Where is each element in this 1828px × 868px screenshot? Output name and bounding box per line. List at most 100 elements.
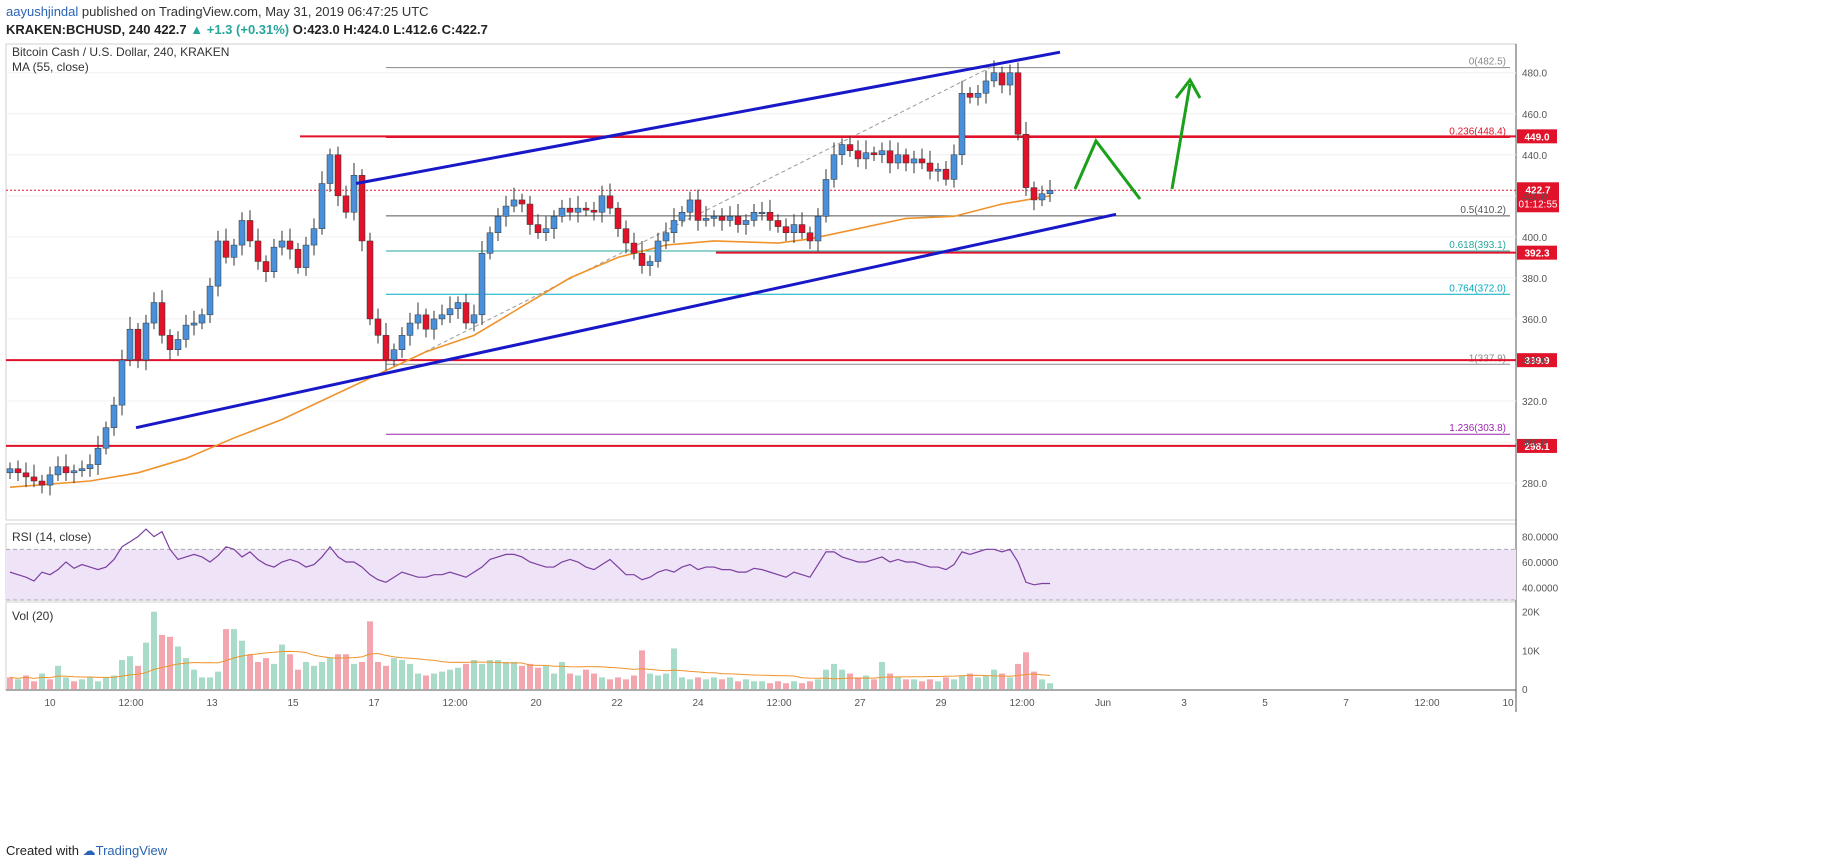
volume-bar — [799, 683, 805, 689]
candle — [382, 335, 390, 361]
volume-bar — [183, 658, 189, 689]
y-tick-label: 300.0 — [1522, 438, 1547, 449]
x-tick-label: 12:00 — [1414, 698, 1439, 709]
volume-bar — [263, 658, 269, 689]
candle — [550, 216, 558, 229]
candle — [30, 476, 38, 482]
volume-bar — [983, 675, 989, 689]
candle — [942, 168, 950, 180]
price-tag-label: 298.1 — [1524, 442, 1549, 453]
volume-bar — [319, 661, 325, 689]
volume-bar — [239, 640, 245, 689]
volume-bar — [743, 679, 749, 689]
candle — [142, 322, 150, 361]
volume-bar — [79, 679, 85, 689]
volume-bar — [167, 636, 173, 689]
candle — [150, 302, 158, 324]
candle — [222, 240, 230, 258]
candle — [302, 244, 310, 268]
author-link[interactable]: aayushjindal — [6, 4, 79, 19]
candle — [1030, 187, 1038, 201]
publish-info: published on TradingView.com, May 31, 20… — [81, 4, 429, 19]
candle — [158, 302, 166, 336]
candle — [598, 195, 606, 213]
fib-label: 1.236(303.8) — [1449, 423, 1506, 434]
candle — [902, 154, 910, 164]
x-tick-label: 3 — [1181, 698, 1187, 709]
ohlc: O:423.0 H:424.0 L:412.6 C:422.7 — [292, 22, 488, 37]
volume-bar — [959, 675, 965, 689]
volume-bar — [895, 677, 901, 689]
candle — [702, 218, 710, 221]
x-tick-label: 5 — [1262, 698, 1268, 709]
volume-bar — [103, 677, 109, 689]
volume-bar — [151, 611, 157, 689]
volume-bar — [991, 669, 997, 689]
volume-bar — [407, 663, 413, 689]
candle — [422, 314, 430, 330]
volume-bar — [31, 681, 37, 689]
candle — [254, 240, 262, 262]
volume-bar — [199, 677, 205, 689]
volume-bar — [943, 677, 949, 689]
candle — [374, 318, 382, 336]
candle — [534, 224, 542, 234]
candle — [670, 220, 678, 234]
volume-bar — [455, 667, 461, 689]
candle — [974, 92, 982, 98]
x-tick-label: 17 — [368, 698, 380, 709]
volume-bar — [47, 679, 53, 689]
candle — [230, 244, 238, 258]
volume-bar — [935, 681, 941, 689]
y-tick-label: 360.0 — [1522, 315, 1547, 326]
candle — [918, 158, 926, 164]
candle — [70, 470, 78, 474]
upper-trendline — [355, 50, 1061, 185]
volume-bar — [631, 675, 637, 689]
candle — [86, 464, 94, 469]
candle — [326, 154, 334, 184]
volume-bar — [927, 679, 933, 689]
countdown-label: 01:12:55 — [1519, 199, 1558, 210]
volume-bar — [839, 669, 845, 689]
candle — [342, 195, 350, 213]
tradingview-brand[interactable]: TradingView — [95, 843, 168, 858]
candle — [398, 335, 406, 350]
volume-bar — [1039, 679, 1045, 689]
candle — [910, 158, 918, 164]
volume-bar — [815, 679, 821, 689]
volume-bar — [695, 677, 701, 689]
volume-bar — [807, 681, 813, 689]
footer: Created with ☁TradingView — [6, 843, 167, 859]
candle — [134, 328, 142, 361]
main-panel[interactable] — [5, 43, 1517, 521]
candle — [806, 232, 814, 242]
candle — [294, 248, 302, 268]
volume-bar — [543, 665, 549, 689]
candle — [982, 80, 990, 94]
x-tick-label: 12:00 — [1009, 698, 1034, 709]
candle — [766, 211, 774, 221]
candle — [102, 427, 110, 449]
volume-bar — [751, 681, 757, 689]
volume-bar — [255, 661, 261, 689]
volume-bar — [871, 679, 877, 689]
candle — [38, 480, 46, 486]
candle — [846, 144, 854, 151]
ma-legend: MA (55, close) — [12, 60, 89, 74]
candle — [782, 226, 790, 234]
x-tick-label: 15 — [287, 698, 299, 709]
fib-label: 0.5(410.2) — [1460, 205, 1506, 216]
candle — [278, 240, 286, 248]
volume-bar — [503, 661, 509, 689]
volume-bar — [703, 679, 709, 689]
volume-bar — [311, 665, 317, 689]
volume-bar — [159, 634, 165, 689]
volume-bar — [583, 669, 589, 689]
x-tick-label: 7 — [1343, 698, 1349, 709]
candle — [518, 199, 526, 205]
volume-bar — [655, 675, 661, 689]
y-tick-label: 440.0 — [1522, 151, 1547, 162]
price-tag — [1517, 129, 1557, 144]
